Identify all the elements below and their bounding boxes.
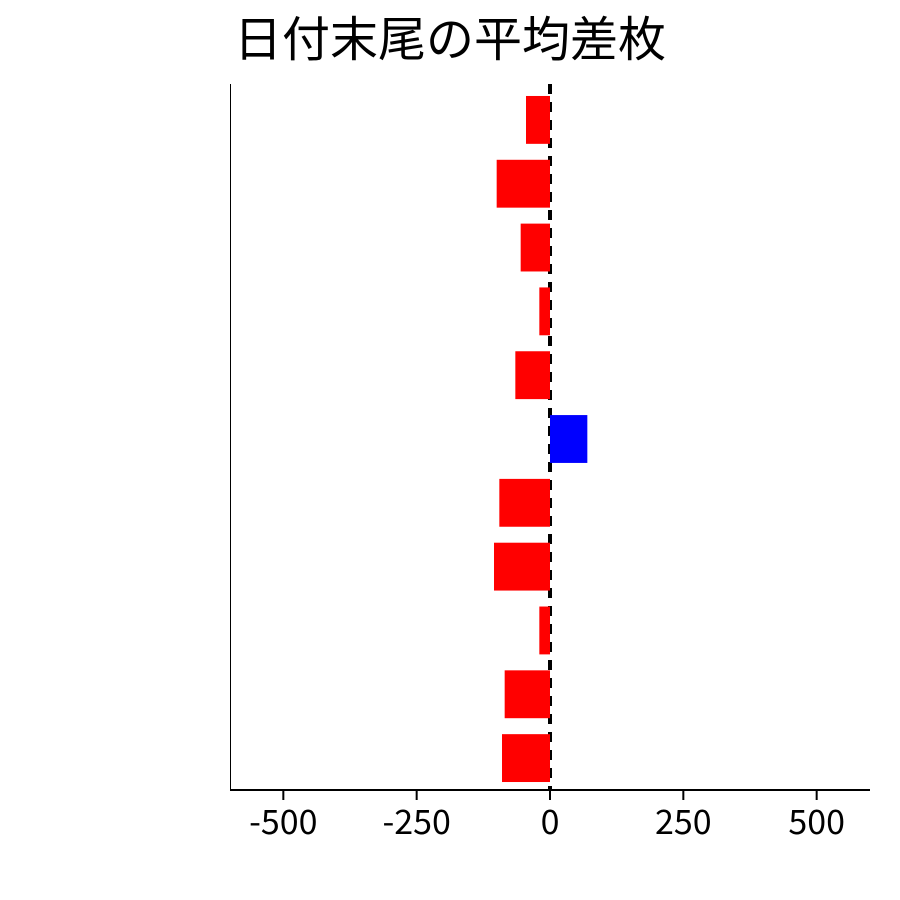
chart-title: 日付末尾の平均差枚 bbox=[0, 0, 900, 70]
bar bbox=[505, 670, 550, 718]
chart-plot: 0の付く日1の付く日2の付く日3の付く日4の付く日5の付く日6の付く日7の付く日… bbox=[230, 80, 870, 840]
x-tick-label: 0 bbox=[541, 795, 560, 840]
bar bbox=[526, 96, 550, 144]
x-tick-label: -250 bbox=[382, 795, 450, 840]
bar bbox=[494, 543, 550, 591]
chart-container: 日付末尾の平均差枚 0の付く日1の付く日2の付く日3の付く日4の付く日5の付く日… bbox=[0, 0, 900, 900]
bar bbox=[521, 224, 550, 272]
bar bbox=[550, 415, 587, 463]
x-tick-label: 500 bbox=[788, 795, 845, 840]
bar bbox=[539, 287, 550, 335]
bar bbox=[497, 160, 550, 208]
bar bbox=[502, 734, 550, 782]
x-tick-label: -500 bbox=[249, 795, 317, 840]
bar bbox=[539, 607, 550, 655]
bar bbox=[499, 479, 550, 527]
bar bbox=[515, 351, 550, 399]
x-tick-label: 250 bbox=[655, 795, 712, 840]
